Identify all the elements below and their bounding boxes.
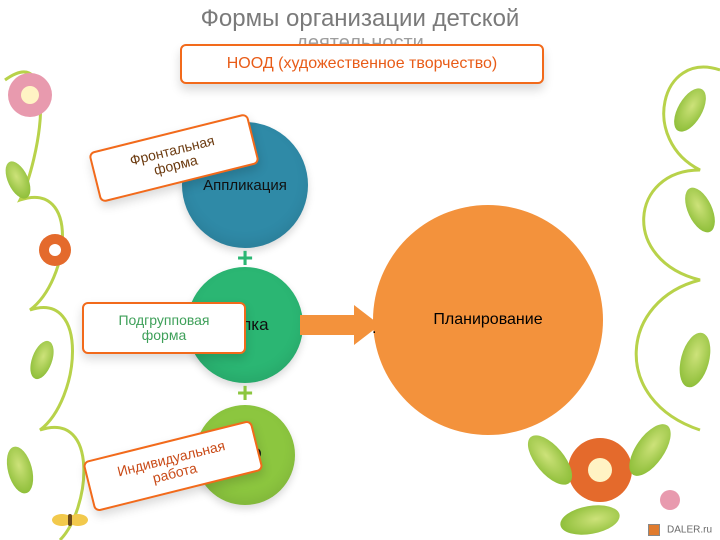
plus-connector-icon: + [230, 378, 260, 408]
banner-nood: НООД (художественное творчество) [180, 44, 544, 84]
plus-connector-icon: + [230, 243, 260, 273]
tag-text: Подгрупповаяформа [118, 313, 209, 344]
footer-box-icon [648, 524, 660, 536]
footer-text: DALER.ru [667, 525, 712, 536]
tag-subgroup: Подгрупповаяформа [82, 302, 246, 354]
banner-text: НООД (художественное творчество) [227, 55, 498, 73]
slide: { "title": { "line1": "Формы организации… [0, 0, 720, 540]
title-line1: Формы организации детской [0, 6, 720, 32]
circle-planning: Планирование [373, 205, 603, 435]
tag-text: Фронтальнаяформа [128, 133, 219, 184]
circle-label: Аппликация [203, 177, 287, 194]
footer-credit: DALER.ru [648, 524, 712, 536]
big-circle-label: Планирование [433, 311, 542, 329]
period-mark: . [372, 320, 376, 338]
